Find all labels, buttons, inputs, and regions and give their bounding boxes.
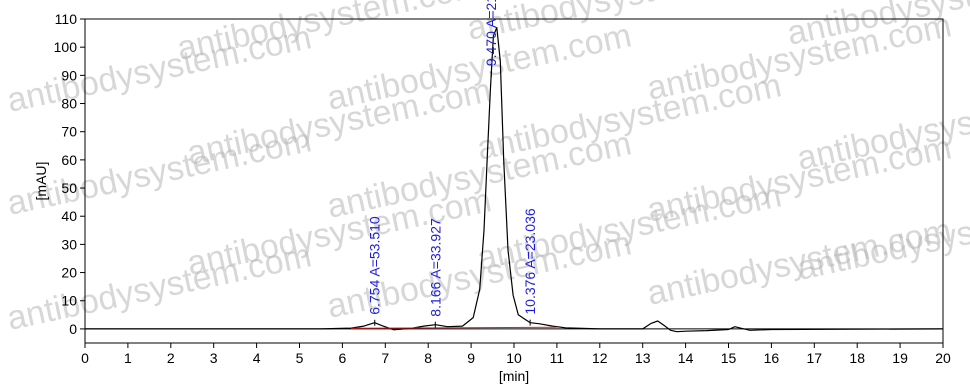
y-tick-label: 70 [61,124,77,140]
x-tick-label: 13 [635,350,651,366]
x-tick-label: 2 [167,350,175,366]
y-tick-label: 100 [54,39,78,55]
x-tick-label: 9 [467,350,475,366]
y-axis-label: [mAU] [33,162,49,201]
y-tick-label: 30 [61,236,77,252]
x-tick-label: 14 [678,350,694,366]
x-tick-label: 1 [124,350,132,366]
x-tick-label: 16 [764,350,780,366]
x-tick-label: 5 [296,350,304,366]
integration-baseline [350,326,557,329]
x-axis-label: [min] [499,368,529,384]
x-tick-label: 3 [210,350,218,366]
y-tick-label: 20 [61,265,77,281]
x-tick-label: 11 [550,350,565,366]
x-tick-label: 10 [506,350,522,366]
x-tick-label: 7 [381,350,389,366]
x-tick-label: 19 [892,350,908,366]
x-tick-label: 20 [935,350,951,366]
y-tick-label: 90 [61,67,77,83]
x-tick-label: 0 [81,350,89,366]
y-tick-label: 80 [61,96,77,112]
annotation-layer: 6.754 A=53.510 8.166 A=33.927 9.470 A=2190… [367,0,538,328]
y-tick-label: 50 [61,180,77,196]
x-tick-label: 8 [424,350,432,366]
ticks-layer: 0 1 2 3 4 5 6 7 8 9 10 11 12 13 14 15 16 17 18 19 2001020304… [54,11,951,366]
x-tick-label: 4 [253,350,261,366]
watermark-text: antibodysystem.com [794,186,970,288]
peak-label: 6.754 A=53.510 [367,216,383,315]
y-tick-label: 60 [61,152,77,168]
series-layer [85,26,944,333]
y-tick-label: 0 [69,321,77,337]
x-tick-label: 17 [807,350,823,366]
x-tick-label: 12 [592,350,608,366]
x-tick-label: 15 [721,350,737,366]
peak-label: 9.470 A=2190.538 [483,0,499,66]
y-tick-label: 110 [55,11,78,27]
peak-label: 8.166 A=33.927 [427,218,443,317]
peak-label: 10.376 A=23.036 [522,208,538,314]
y-tick-label: 40 [61,208,77,224]
y-tick-label: 10 [61,293,77,309]
x-tick-label: 6 [339,350,347,366]
x-tick-label: 18 [849,350,865,366]
